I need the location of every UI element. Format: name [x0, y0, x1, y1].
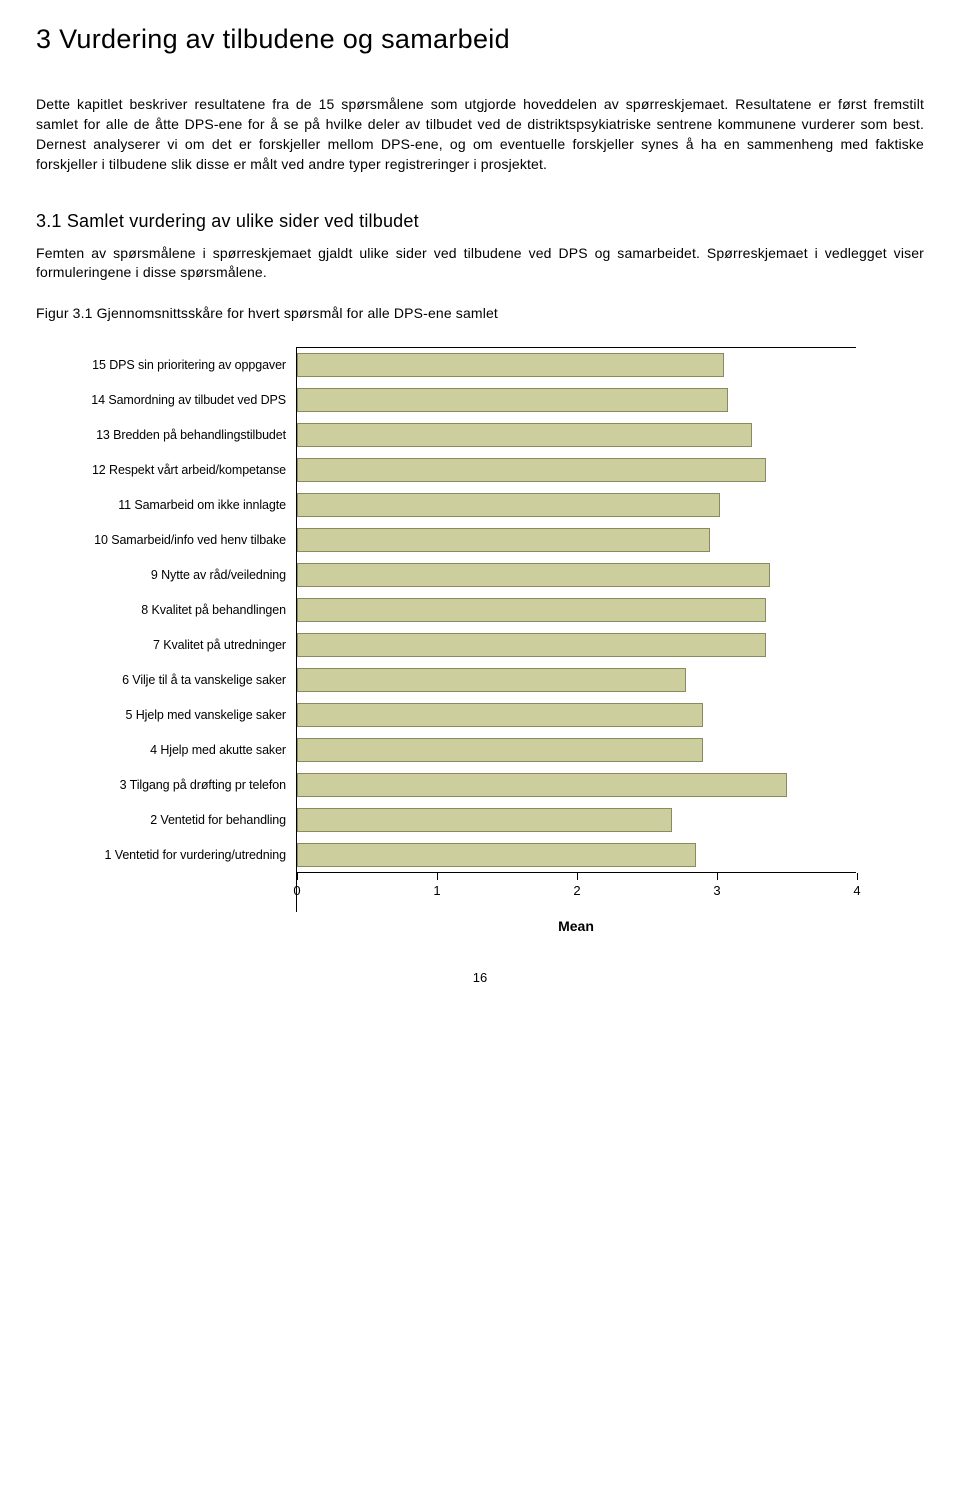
y-axis-label: 8 Kvalitet på behandlingen — [46, 603, 296, 617]
chart-row: 11 Samarbeid om ikke innlagte — [46, 487, 924, 522]
plot-area — [296, 662, 856, 697]
chart-row: 15 DPS sin prioritering av oppgaver — [46, 347, 924, 382]
y-axis-label: 12 Respekt vårt arbeid/kompetanse — [46, 463, 296, 477]
y-axis-label: 13 Bredden på behandlingstilbudet — [46, 428, 296, 442]
heading-main: 3 Vurdering av tilbudene og samarbeid — [36, 24, 924, 55]
y-axis-label: 1 Ventetid for vurdering/utredning — [46, 848, 296, 862]
bar — [297, 388, 728, 412]
chart-row: 13 Bredden på behandlingstilbudet — [46, 417, 924, 452]
plot-area — [296, 452, 856, 487]
y-axis-label: 5 Hjelp med vanskelige saker — [46, 708, 296, 722]
y-axis-label: 4 Hjelp med akutte saker — [46, 743, 296, 757]
x-tick-label: 2 — [573, 883, 580, 898]
bar — [297, 738, 703, 762]
y-axis-label: 7 Kvalitet på utredninger — [46, 638, 296, 652]
bar — [297, 423, 752, 447]
plot-area — [296, 697, 856, 732]
y-axis-label: 11 Samarbeid om ikke innlagte — [46, 498, 296, 512]
plot-area — [296, 627, 856, 662]
chart-row: 10 Samarbeid/info ved henv tilbake — [46, 522, 924, 557]
x-tick-label: 3 — [713, 883, 720, 898]
x-tick-label: 1 — [433, 883, 440, 898]
y-axis-label: 6 Vilje til å ta vanskelige saker — [46, 673, 296, 687]
chart-row: 5 Hjelp med vanskelige saker — [46, 697, 924, 732]
x-tick — [577, 873, 578, 880]
y-axis-label: 10 Samarbeid/info ved henv tilbake — [46, 533, 296, 547]
y-axis-label: 2 Ventetid for behandling — [46, 813, 296, 827]
chart-row: 12 Respekt vårt arbeid/kompetanse — [46, 452, 924, 487]
y-axis-label: 14 Samordning av tilbudet ved DPS — [46, 393, 296, 407]
bar — [297, 563, 770, 587]
x-tick-label: 4 — [853, 883, 860, 898]
bar — [297, 633, 766, 657]
x-tick-label: 0 — [293, 883, 300, 898]
bar — [297, 808, 672, 832]
chart-row: 1 Ventetid for vurdering/utredning — [46, 837, 924, 872]
x-tick — [297, 873, 298, 880]
bar — [297, 353, 724, 377]
y-axis-label: 3 Tilgang på drøfting pr telefon — [46, 778, 296, 792]
plot-area — [296, 347, 856, 382]
chart-row: 9 Nytte av råd/veiledning — [46, 557, 924, 592]
bar — [297, 668, 686, 692]
x-tick — [717, 873, 718, 880]
plot-area — [296, 382, 856, 417]
y-axis-label: 15 DPS sin prioritering av oppgaver — [46, 358, 296, 372]
chart-row: 2 Ventetid for behandling — [46, 802, 924, 837]
bar — [297, 773, 787, 797]
chart-row: 8 Kvalitet på behandlingen — [46, 592, 924, 627]
chart-row: 14 Samordning av tilbudet ved DPS — [46, 382, 924, 417]
bar — [297, 703, 703, 727]
plot-area — [296, 522, 856, 557]
chart-row: 4 Hjelp med akutte saker — [46, 732, 924, 767]
bar-chart: 15 DPS sin prioritering av oppgaver 14 Sa… — [46, 347, 924, 934]
plot-area — [296, 732, 856, 767]
bar — [297, 843, 696, 867]
bar — [297, 528, 710, 552]
y-axis-label: 9 Nytte av råd/veiledning — [46, 568, 296, 582]
chart-row: 6 Vilje til å ta vanskelige saker — [46, 662, 924, 697]
plot-area — [296, 417, 856, 452]
plot-area — [296, 837, 856, 872]
plot-area — [296, 592, 856, 627]
x-tick — [437, 873, 438, 880]
page-number: 16 — [36, 970, 924, 985]
chart-row: 3 Tilgang på drøfting pr telefon — [46, 767, 924, 802]
plot-area — [296, 487, 856, 522]
bar — [297, 598, 766, 622]
paragraph-2: Femten av spørsmålene i spørreskjemaet g… — [36, 244, 924, 284]
bar — [297, 458, 766, 482]
plot-area — [296, 557, 856, 592]
x-tick — [857, 873, 858, 880]
x-axis: 01234 — [296, 872, 856, 912]
plot-area — [296, 767, 856, 802]
subheading: 3.1 Samlet vurdering av ulike sider ved … — [36, 211, 924, 232]
figure-caption: Figur 3.1 Gjennomsnittsskåre for hvert s… — [36, 305, 924, 321]
bar — [297, 493, 720, 517]
chart-row: 7 Kvalitet på utredninger — [46, 627, 924, 662]
plot-area — [296, 802, 856, 837]
paragraph-1: Dette kapitlet beskriver resultatene fra… — [36, 95, 924, 175]
x-axis-label: Mean — [296, 918, 856, 934]
